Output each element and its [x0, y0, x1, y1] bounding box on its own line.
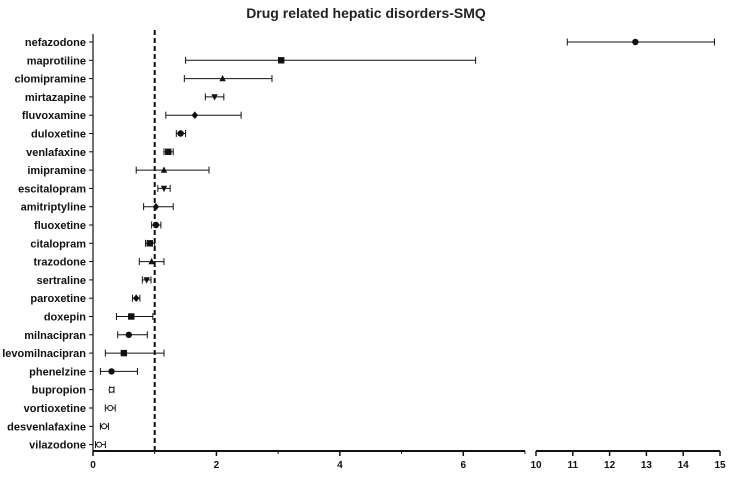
- estimate-marker: [278, 57, 285, 64]
- chart-title: Drug related hepatic disorders-SMQ: [246, 5, 486, 21]
- estimate-marker: [165, 148, 172, 155]
- x-axis: 0 2 4 6 10 11 12 13 14 15: [89, 34, 726, 471]
- drug-label-clomipramine: clomipramine: [14, 74, 86, 86]
- estimate-marker: [128, 313, 135, 320]
- estimate-marker: [120, 349, 128, 357]
- estimate-marker: [211, 94, 218, 101]
- estimate-marker: [125, 331, 132, 338]
- drug-label-fluoxetine: fluoxetine: [34, 220, 86, 232]
- x-tick-label: 15: [714, 460, 726, 471]
- drug-label-mirtazapine: mirtazapine: [25, 92, 86, 104]
- estimate-marker: [160, 185, 168, 193]
- drug-label-vortioxetine: vortioxetine: [24, 403, 86, 415]
- drug-label-bupropion: bupropion: [32, 385, 87, 397]
- x-tick-label: 10: [530, 460, 542, 471]
- drug-label-milnacipran: milnacipran: [24, 330, 86, 342]
- estimate-marker: [219, 74, 226, 82]
- estimate-marker: [152, 202, 160, 211]
- drug-label-escitalopram: escitalopram: [18, 183, 86, 195]
- drug-label-amitriptyline: amitriptyline: [21, 202, 86, 214]
- estimate-marker: [160, 166, 168, 173]
- estimate-marker: [146, 240, 153, 247]
- estimate-marker: [107, 405, 114, 411]
- estimate-marker: [101, 423, 108, 430]
- estimate-marker: [152, 221, 160, 229]
- estimate-marker: [632, 38, 639, 46]
- drug-label-desvenlafaxine: desvenlafaxine: [7, 421, 86, 433]
- x-tick-label: 0: [90, 460, 96, 471]
- estimate-marker: [143, 277, 150, 284]
- drug-label-maprotiline: maprotiline: [27, 55, 86, 67]
- drug-label-fluvoxamine: fluvoxamine: [22, 110, 86, 122]
- x-tick-label: 6: [461, 460, 467, 471]
- drug-label-imipramine: imipramine: [27, 165, 86, 177]
- x-tick-label: 11: [568, 460, 579, 471]
- x-tick-label: 2: [214, 460, 220, 471]
- drug-label-phenelzine: phenelzine: [29, 366, 86, 378]
- estimate-marker: [96, 441, 103, 448]
- drug-label-vilazodone: vilazodone: [29, 440, 86, 452]
- drug-label-trazodone: trazodone: [33, 257, 86, 269]
- drug-label-nefazodone: nefazodone: [25, 37, 86, 49]
- drug-label-paroxetine: paroxetine: [30, 293, 86, 305]
- x-tick-label: 14: [678, 460, 690, 471]
- x-tick-label: 12: [604, 460, 616, 471]
- estimate-marker: [177, 130, 184, 137]
- drug-label-doxepin: doxepin: [44, 312, 86, 324]
- estimate-marker: [108, 386, 115, 393]
- estimate-marker: [108, 368, 115, 375]
- drug-label-venlafaxine: venlafaxine: [26, 147, 86, 159]
- forest-marks: [94, 38, 715, 449]
- estimate-marker: [191, 111, 199, 119]
- drug-label-levomilnacipran: levomilnacipran: [2, 348, 86, 360]
- drug-label-sertraline: sertraline: [36, 275, 86, 287]
- estimate-marker: [148, 257, 155, 265]
- drug-labels: nefazodone maprotiline clomipramine mirtaza…: [2, 37, 86, 452]
- drug-label-duloxetine: duloxetine: [31, 129, 86, 141]
- x-tick-label: 4: [337, 460, 343, 471]
- x-tick-label: 13: [641, 460, 653, 471]
- estimate-marker: [133, 294, 140, 302]
- drug-label-citalopram: citalopram: [30, 238, 86, 250]
